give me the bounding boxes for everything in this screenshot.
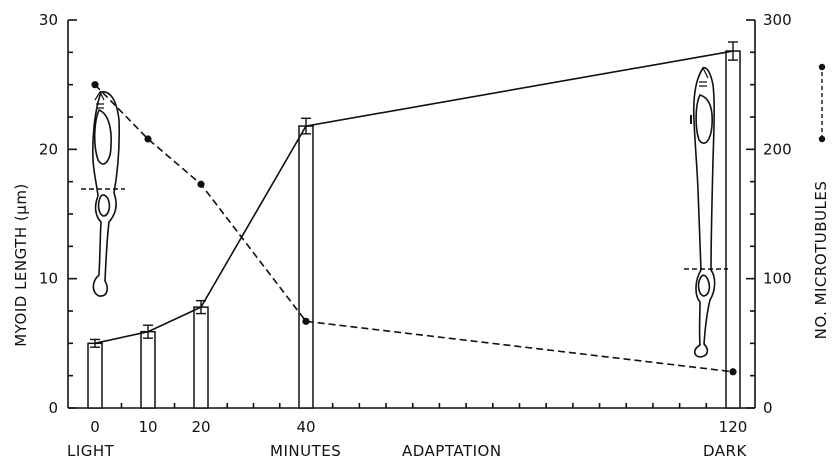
bar <box>87 342 103 409</box>
y-right-tick-label: 200 <box>763 140 792 158</box>
x-tick-label: 40 <box>296 418 315 436</box>
bar <box>140 330 156 409</box>
x-label-minutes: MINUTES <box>270 442 341 460</box>
y-left-tick-label: 0 <box>48 399 58 417</box>
microtubule-line <box>94 84 734 373</box>
microtubule-point <box>302 317 310 325</box>
x-tick-label: 20 <box>191 418 210 436</box>
right-axis-legend-glyph <box>818 63 826 143</box>
cone-cell-light-icon <box>81 90 125 297</box>
x-label-light: LIGHT <box>67 442 115 460</box>
x-tick-label: 0 <box>90 418 100 436</box>
microtubule-point <box>144 135 152 143</box>
microtubule-point <box>729 368 737 376</box>
y-left-tick-label: 20 <box>39 140 58 158</box>
bar <box>725 50 741 409</box>
plot-area <box>87 41 741 409</box>
chart-axes <box>67 19 756 409</box>
microtubule-point <box>91 81 99 89</box>
x-label-adaptation: ADAPTATION <box>402 442 502 460</box>
myoid-length-line <box>94 50 734 345</box>
bar <box>193 306 209 409</box>
x-tick-label: 10 <box>138 418 157 436</box>
bar <box>298 125 314 409</box>
y-axis-left-title: MYOID LENGTH (μm) <box>12 183 30 347</box>
y-left-tick-label: 30 <box>39 11 58 29</box>
y-right-tick-label: 300 <box>763 11 792 29</box>
microtubule-point <box>197 180 205 188</box>
y-right-tick-label: 100 <box>763 270 792 288</box>
y-right-tick-label: 0 <box>763 399 773 417</box>
cone-cell-dark-icon <box>684 66 728 358</box>
y-axis-right-title: NO. MICROTUBULES <box>812 181 830 340</box>
x-label-dark: DARK <box>703 442 747 460</box>
y-left-tick-label: 10 <box>39 270 58 288</box>
x-tick-label: 120 <box>719 418 748 436</box>
